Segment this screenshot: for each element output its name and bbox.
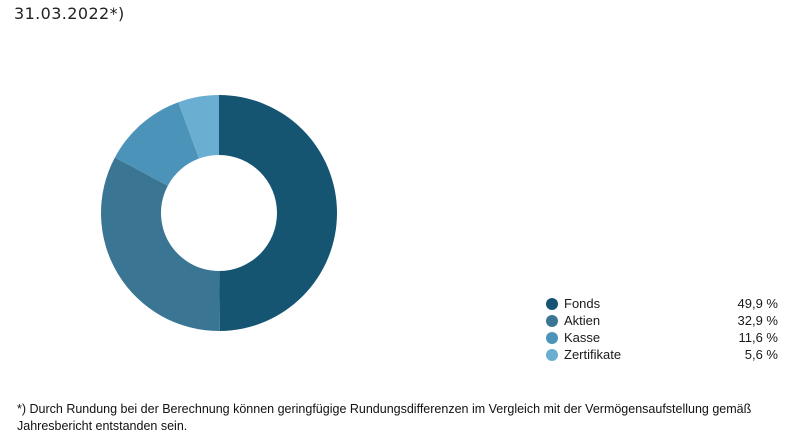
legend-item-zertifikate: Zertifikate 5,6 % [546, 346, 778, 363]
legend-swatch [546, 297, 558, 310]
legend-swatch [546, 348, 558, 361]
legend-value: 49,9 % [737, 296, 778, 311]
legend-label: Kasse [564, 330, 601, 345]
footnote: *) Durch Rundung bei der Berechnung könn… [17, 402, 752, 433]
donut-slice-kasse [114, 102, 200, 186]
legend-item-fonds: Fonds 49,9 % [546, 295, 778, 312]
legend-value: 11,6 % [738, 330, 778, 345]
legend-label: Aktien [564, 313, 601, 328]
legend-value: 5,6 % [744, 347, 778, 362]
legend-label: Zertifikate [564, 347, 622, 362]
date-heading: 31.03.2022*) [14, 4, 125, 23]
legend-swatch [546, 314, 558, 327]
legend-item-aktien: Aktien 32,9 % [546, 312, 778, 329]
donut-slice-aktien [100, 157, 220, 332]
donut-slice-fonds [219, 95, 338, 331]
legend-value: 32,9 % [737, 313, 778, 328]
legend: Fonds 49,9 % Aktien 32,9 % Kasse 11,6 % Zertif… [546, 295, 778, 363]
legend-item-kasse: Kasse 11,6 % [546, 329, 778, 346]
donut-slice-zertifikate [178, 95, 219, 159]
legend-swatch [546, 331, 558, 344]
legend-label: Fonds [564, 296, 601, 311]
